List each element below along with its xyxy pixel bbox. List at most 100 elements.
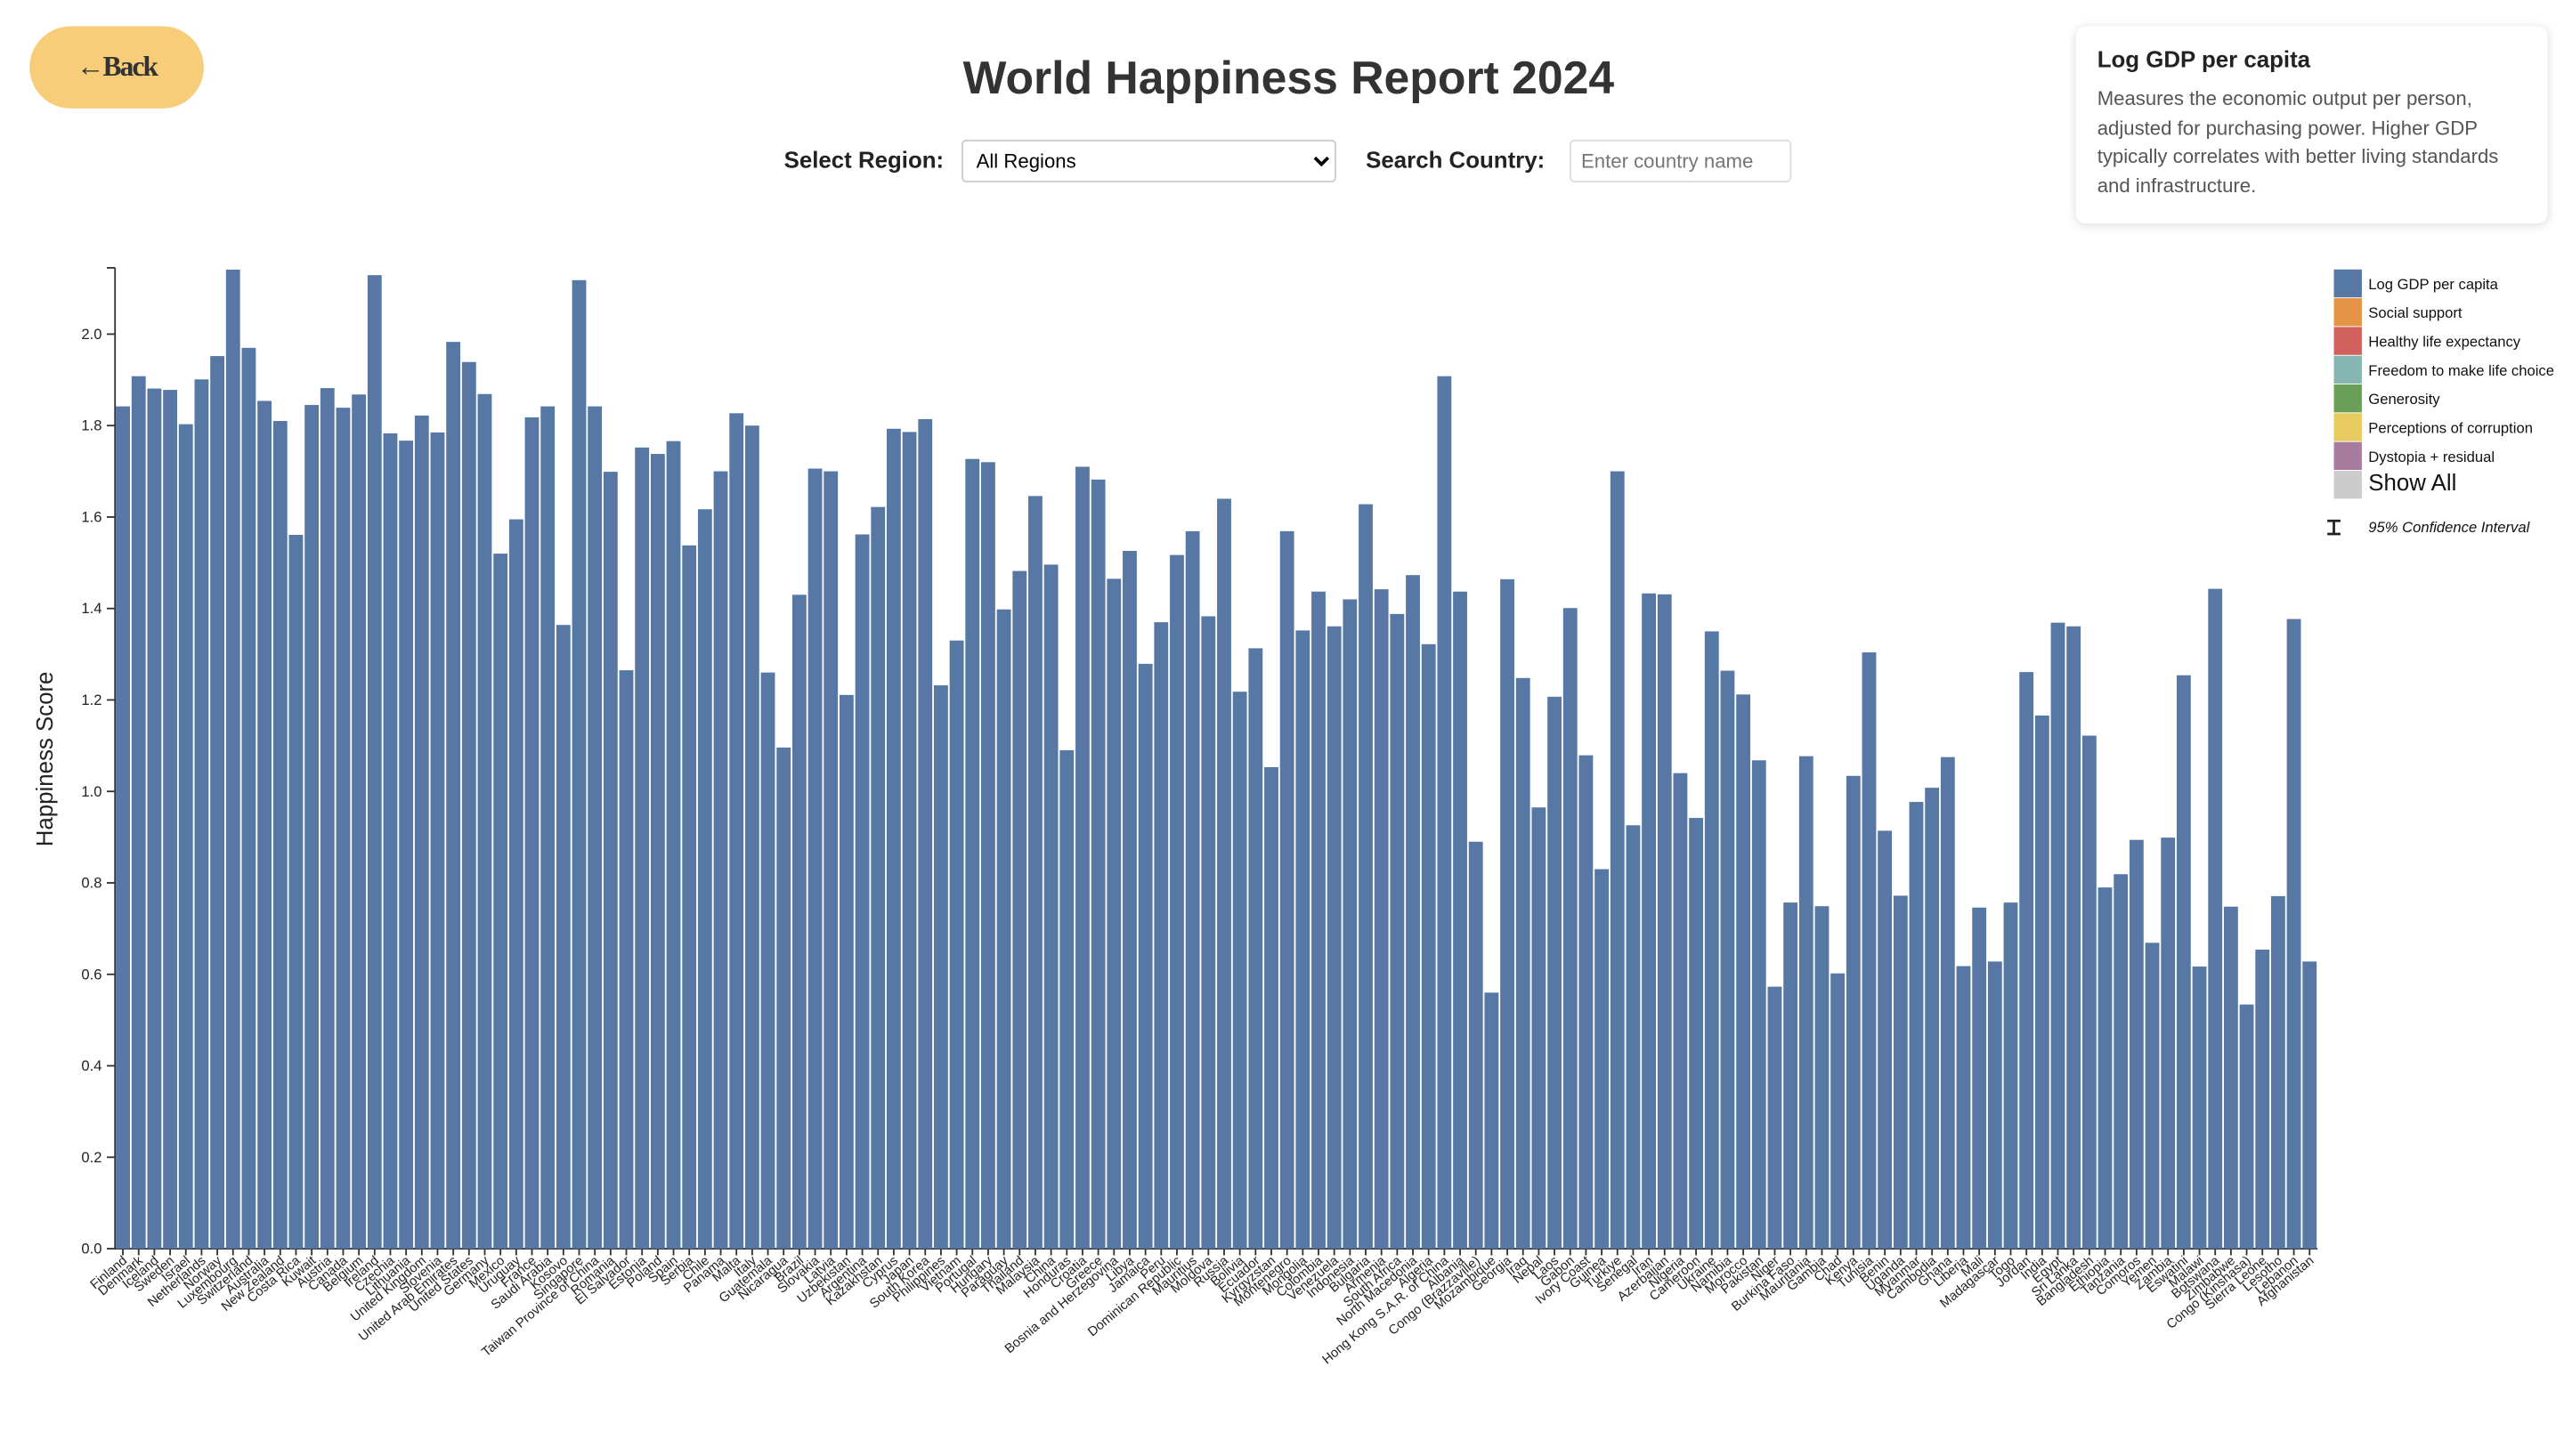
bar — [1295, 630, 1310, 1250]
bar — [194, 379, 209, 1250]
legend-swatch — [2333, 384, 2362, 413]
bar — [430, 432, 445, 1250]
bar — [839, 694, 854, 1250]
bar — [1170, 554, 1184, 1250]
bar — [1846, 775, 1861, 1250]
bar — [791, 595, 807, 1250]
legend-swatch — [2333, 298, 2362, 327]
bar — [556, 625, 571, 1250]
bar — [225, 269, 240, 1250]
bar — [1798, 756, 1813, 1250]
bar — [2286, 619, 2301, 1250]
bar — [304, 405, 320, 1250]
bar — [886, 428, 901, 1250]
bar — [2081, 735, 2097, 1250]
bar — [1736, 694, 1751, 1250]
bar — [1468, 841, 1483, 1250]
bar — [2302, 961, 2317, 1250]
legend-label: Show All — [2368, 471, 2456, 496]
bar — [965, 458, 980, 1250]
bar — [1940, 756, 1955, 1250]
bar — [461, 361, 476, 1250]
bar — [744, 425, 759, 1250]
legend-label: Perceptions of corruption — [2368, 419, 2533, 436]
bar — [2239, 1004, 2254, 1250]
y-tick-label: 0.8 — [81, 875, 101, 892]
legend-label: Log GDP per capita — [2368, 276, 2498, 293]
bar — [2019, 672, 2034, 1250]
bar — [257, 400, 272, 1250]
bar — [2114, 874, 2129, 1250]
bar — [1123, 550, 1137, 1250]
bar — [697, 509, 712, 1250]
info-title: Log GDP per capita — [2097, 45, 2311, 73]
back-button[interactable]: ←Back — [29, 26, 204, 109]
bar — [1028, 496, 1043, 1250]
bar — [871, 506, 886, 1250]
legend-swatch — [2333, 413, 2362, 441]
bar — [981, 462, 995, 1250]
legend-label: Dystopia + residual — [2368, 449, 2495, 465]
bar — [1594, 869, 1609, 1250]
bar — [1956, 966, 1971, 1250]
bar — [1217, 498, 1231, 1250]
bar — [1720, 670, 1735, 1250]
bar — [729, 413, 744, 1250]
bar — [2097, 887, 2113, 1250]
bar — [1610, 471, 1625, 1250]
bar — [1138, 663, 1153, 1250]
region-select[interactable]: All Regions — [961, 139, 1336, 182]
y-tick-label: 0.6 — [81, 966, 101, 983]
bar — [996, 609, 1011, 1250]
bar — [1232, 692, 1247, 1250]
bar — [540, 406, 556, 1250]
bar — [1154, 622, 1169, 1250]
bar — [210, 356, 224, 1250]
region-label: Select Region: — [783, 146, 945, 173]
bar — [131, 376, 146, 1250]
bar — [1248, 648, 1263, 1250]
bar — [918, 418, 933, 1250]
bar — [1878, 830, 1893, 1250]
bar — [414, 415, 429, 1250]
bar — [2145, 942, 2160, 1250]
y-tick-label: 1.2 — [81, 692, 101, 708]
bar — [1547, 696, 1562, 1250]
bar — [824, 471, 839, 1250]
bar — [1327, 626, 1342, 1250]
bar — [1359, 504, 1373, 1250]
bar — [2270, 895, 2285, 1250]
bar — [399, 441, 414, 1250]
bar — [807, 468, 823, 1250]
bar — [1185, 530, 1200, 1250]
bar — [1657, 594, 1672, 1250]
legend-swatch — [2333, 327, 2362, 355]
y-tick-label: 0.4 — [81, 1057, 101, 1074]
search-input[interactable] — [1570, 139, 1792, 182]
bar — [2192, 967, 2207, 1250]
bar — [1626, 825, 1641, 1250]
bar — [508, 519, 523, 1250]
search-label: Search Country: — [1366, 146, 1546, 173]
bar — [1893, 895, 1908, 1250]
bar — [1704, 631, 1719, 1250]
bar — [2208, 588, 2223, 1250]
bar — [1311, 591, 1326, 1250]
bar — [1437, 376, 1452, 1250]
bar — [1814, 906, 1830, 1250]
bar — [855, 534, 870, 1250]
bar — [902, 432, 917, 1250]
y-tick-label: 2.0 — [81, 326, 101, 343]
bar — [2255, 950, 2270, 1250]
bar — [1012, 570, 1027, 1250]
bar — [1091, 479, 1106, 1250]
bar — [1673, 772, 1688, 1250]
bar — [2223, 906, 2238, 1250]
bar — [1578, 755, 1594, 1250]
bar — [288, 534, 304, 1250]
bar — [588, 406, 603, 1250]
bar — [1909, 802, 1924, 1250]
bar — [1531, 807, 1546, 1250]
